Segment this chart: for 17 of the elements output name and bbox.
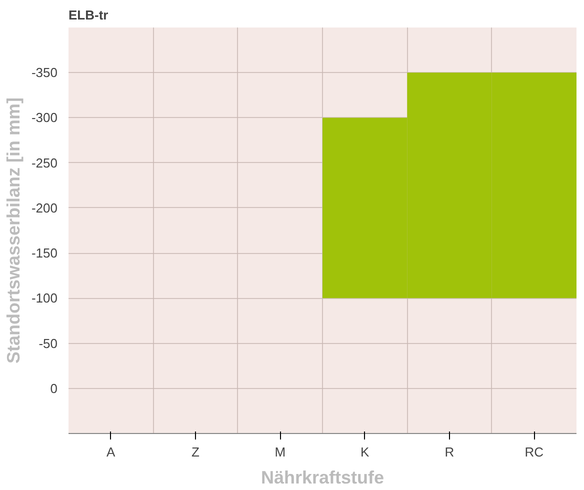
chart-title: ELB-tr [68,8,108,22]
y-tick-label: -300 [31,110,58,126]
x-tick-label: Z [192,444,200,460]
y-tick-label: -100 [31,290,58,306]
x-tick-label: R [444,444,454,460]
x-tick-label: M [274,444,286,460]
x-tick-label: K [360,444,370,460]
x-tick-label: A [106,444,116,460]
y-tick-label: -350 [31,65,58,80]
x-axis-title: Nährkraftstufe [260,468,384,488]
y-tick-label: -200 [31,200,58,216]
y-axis-title: Standortswasserbilanz [in mm] [3,97,24,364]
y-tick-label: 0 [50,380,58,396]
y-tick-label: -50 [38,336,58,351]
y-tick-label: -150 [31,246,58,261]
x-tick-label: RC [524,444,544,460]
y-tick-label: -250 [31,155,58,170]
